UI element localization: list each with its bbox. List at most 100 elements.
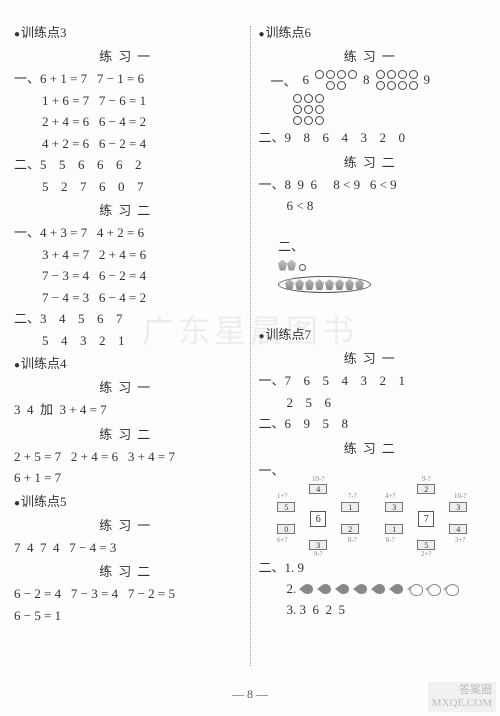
p6-ex1-title: 练习一 bbox=[259, 46, 487, 65]
section-7-title: 训练点7 bbox=[259, 324, 487, 343]
prefix: 一、 bbox=[14, 69, 40, 89]
section-6-title: 训练点6 bbox=[259, 22, 487, 41]
page-number: — 8 — bbox=[0, 687, 500, 702]
corner-l2: MXQE.COM bbox=[432, 697, 492, 710]
p7-ex1-title: 练习一 bbox=[259, 348, 487, 367]
circle-icon bbox=[299, 264, 306, 271]
nums: 8 9 6 bbox=[285, 177, 318, 192]
prefix: 二、 bbox=[14, 155, 40, 175]
p3-ex1-g1-0: 一、6 + 1 = 7 7 − 1 = 6 bbox=[14, 69, 242, 89]
fish-icons bbox=[299, 583, 459, 595]
prefix: 二、 bbox=[259, 558, 285, 578]
eq: 7 − 4 = 3 bbox=[42, 290, 89, 305]
p4-ex2-title: 练习二 bbox=[14, 424, 242, 443]
p6-ex2-r2: 二、 bbox=[259, 218, 487, 316]
label: 2. bbox=[287, 581, 297, 597]
prefix: 二、 bbox=[14, 309, 40, 329]
p6-ex2-r1: 一、8 9 6 8 < 9 6 < 9 bbox=[259, 175, 487, 195]
p3-ex1-g2-0: 二、5 5 6 6 6 2 bbox=[14, 155, 242, 175]
p3-ex2-g1-3: 7 − 4 = 3 6 − 4 = 2 bbox=[14, 288, 242, 308]
eq: 2 + 4 = 6 bbox=[42, 114, 89, 129]
p6-circles-row: 一、 6 8 9 bbox=[271, 70, 487, 90]
left-column: 训练点3 练习一 一、6 + 1 = 7 7 − 1 = 6 1 + 6 = 7… bbox=[14, 20, 250, 680]
val: 6 bbox=[303, 72, 310, 88]
p4-ex1-title: 练习一 bbox=[14, 377, 242, 396]
eq: 6 − 2 = 4 bbox=[99, 136, 146, 151]
right-column: 训练点6 练习一 一、 6 8 9 二、9 8 6 4 3 2 0 练习二 一、… bbox=[251, 20, 487, 680]
p6-circles-row-extra bbox=[293, 94, 487, 125]
nums: 7 6 5 4 3 2 1 bbox=[285, 373, 408, 388]
p7-ex1-r1b: 2 5 6 bbox=[259, 393, 487, 413]
p3-ex2-g1-2: 7 − 3 = 4 6 − 2 = 4 bbox=[14, 266, 242, 286]
prefix: 一、 bbox=[259, 371, 285, 391]
corner-l1: 答案圈 bbox=[432, 684, 492, 697]
nums: 5 5 6 6 6 2 bbox=[40, 157, 144, 172]
p3-ex1-g1-3: 4 + 2 = 6 6 − 2 = 4 bbox=[14, 134, 242, 154]
eq: 4 + 3 = 7 bbox=[40, 225, 87, 240]
eq: 1 + 6 = 7 bbox=[42, 93, 89, 108]
p7-ex2-r2a: 二、1. 9 bbox=[259, 558, 487, 578]
flower-diagrams: 6410-?17-?28-?39-?06+?51+?729-?310-?43+?… bbox=[259, 484, 487, 554]
p3-ex1-g1-1: 1 + 6 = 7 7 − 6 = 1 bbox=[14, 91, 242, 111]
p7-ex2-r2c: 3. 3 6 2 5 bbox=[259, 600, 487, 620]
eq: 6 − 2 = 4 bbox=[99, 268, 146, 283]
eq: 7 − 1 = 6 bbox=[97, 71, 144, 86]
p7-ex1-r2: 二、6 9 5 8 bbox=[259, 414, 487, 434]
prefix: 一、 bbox=[259, 175, 285, 195]
val: 8 bbox=[363, 72, 370, 88]
prefix: 一、 bbox=[259, 461, 285, 481]
eq: 7 − 6 = 1 bbox=[99, 93, 146, 108]
nums: 3 4 5 6 7 bbox=[40, 311, 125, 326]
p4-ex2-r0: 2 + 5 = 7 2 + 4 = 6 3 + 4 = 7 bbox=[14, 447, 242, 467]
p3-ex1-g1-2: 2 + 4 = 6 6 − 4 = 2 bbox=[14, 112, 242, 132]
gems-oval bbox=[278, 276, 371, 293]
text: 1. 9 bbox=[285, 560, 305, 575]
eq: 4 + 2 = 6 bbox=[97, 225, 144, 240]
p7-ex2-r1: 一、 bbox=[259, 461, 487, 481]
p4-ex1-line: 3 4 加 3 + 4 = 7 bbox=[14, 400, 242, 420]
p5-ex1-title: 练习一 bbox=[14, 515, 242, 534]
section-5-title: 训练点5 bbox=[14, 491, 242, 510]
fish-row: 2. bbox=[259, 581, 487, 597]
p5-ex2-r0: 6 − 2 = 4 7 − 3 = 4 7 − 2 = 5 bbox=[14, 584, 242, 604]
p3-ex2-title: 练习二 bbox=[14, 200, 242, 219]
p6-ex2-title: 练习二 bbox=[259, 152, 487, 171]
p3-ex2-g1-1: 3 + 4 = 7 2 + 4 = 6 bbox=[14, 245, 242, 265]
prefix: 一、 bbox=[14, 223, 40, 243]
prefix: 二、 bbox=[278, 237, 304, 257]
circle-group-3 bbox=[293, 94, 324, 125]
page: 训练点3 练习一 一、6 + 1 = 7 7 − 1 = 6 1 + 6 = 7… bbox=[0, 0, 500, 680]
eq: 2 + 4 = 6 bbox=[99, 247, 146, 262]
gems-outside bbox=[278, 259, 296, 274]
p3-ex2-g2-0: 二、3 4 5 6 7 bbox=[14, 309, 242, 329]
corner-watermark: 答案圈 MXQE.COM bbox=[428, 682, 496, 712]
nums: 9 8 6 4 3 2 0 bbox=[285, 130, 408, 145]
section-4-title: 训练点4 bbox=[14, 353, 242, 372]
circle-group-1 bbox=[315, 70, 357, 90]
val: 9 bbox=[424, 72, 431, 88]
p5-ex1-line: 7 4 7 4 7 − 4 = 3 bbox=[14, 538, 242, 558]
cmp: 8 < 9 6 < 9 bbox=[333, 177, 396, 192]
eq: 6 − 4 = 2 bbox=[99, 114, 146, 129]
eq: 3 + 4 = 7 bbox=[42, 247, 89, 262]
section-3-title: 训练点3 bbox=[14, 22, 242, 41]
prefix: 二、 bbox=[259, 414, 285, 434]
eq: 6 − 4 = 2 bbox=[99, 290, 146, 305]
eq: 6 + 1 = 7 bbox=[40, 71, 87, 86]
eq: 4 + 2 = 6 bbox=[42, 136, 89, 151]
p6-ex1-r2: 二、9 8 6 4 3 2 0 bbox=[259, 128, 487, 148]
p6-ex2-r1c: 6 < 8 bbox=[259, 196, 487, 216]
p7-ex1-r1: 一、7 6 5 4 3 2 1 bbox=[259, 371, 487, 391]
p3-ex2-g1-0: 一、4 + 3 = 7 4 + 2 = 6 bbox=[14, 223, 242, 243]
p3-ex1-title: 练习一 bbox=[14, 46, 242, 65]
prefix: 一、 bbox=[271, 71, 297, 90]
p4-ex2-r1: 6 + 1 = 7 bbox=[14, 468, 242, 488]
p3-ex2-g2-1: 5 4 3 2 1 bbox=[14, 331, 242, 351]
p7-ex2-title: 练习二 bbox=[259, 438, 487, 457]
prefix: 二、 bbox=[259, 128, 285, 148]
p5-ex2-r1: 6 − 5 = 1 bbox=[14, 606, 242, 626]
p3-ex1-g2-1: 5 2 7 6 0 7 bbox=[14, 177, 242, 197]
eq: 7 − 3 = 4 bbox=[42, 268, 89, 283]
circle-group-2 bbox=[376, 70, 418, 90]
nums: 6 9 5 8 bbox=[285, 416, 351, 431]
